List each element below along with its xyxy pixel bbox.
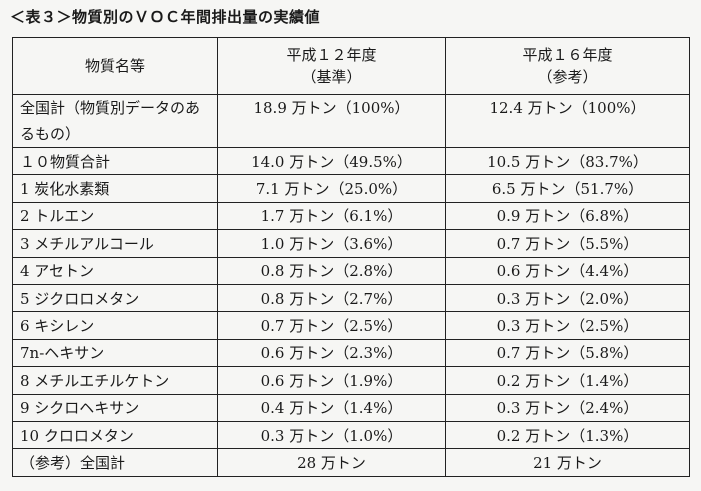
row-h16-value: 0.3 万トン（2.4%） bbox=[445, 393, 690, 422]
row-h16-value: 12.4 万トン（100%） bbox=[445, 94, 690, 148]
row-h12-value: 0.6 万トン（2.3%） bbox=[217, 338, 446, 368]
table-row: 2 トルエン 1.7 万トン（6.1%） 0.9 万トン（6.8%） bbox=[12, 201, 690, 231]
table-row: 9 シクロヘキサン 0.4 万トン（1.4%） 0.3 万トン（2.4%） bbox=[12, 393, 690, 422]
row-name: 1 炭化水素類 bbox=[12, 174, 218, 203]
row-h12-value: 28 万トン bbox=[217, 448, 446, 477]
header-h12: 平成１２年度 （基準） bbox=[217, 37, 446, 95]
header-h12-note: （基準） bbox=[301, 68, 362, 86]
row-h16-value: 21 万トン bbox=[445, 448, 690, 477]
row-h12-value: 0.4 万トン（1.4%） bbox=[217, 393, 446, 422]
table-row: 10 クロロメタン 0.3 万トン（1.0%） 0.2 万トン（1.3%） bbox=[12, 420, 690, 450]
row-name: 2 トルエン bbox=[12, 201, 218, 231]
row-h12-value: 18.9 万トン（100%） bbox=[217, 94, 446, 148]
row-h16-value: 6.5 万トン（51.7%） bbox=[445, 174, 690, 203]
row-h16-value: 0.3 万トン（2.5%） bbox=[445, 311, 690, 340]
header-h16-year: 平成１６年度 bbox=[522, 46, 613, 64]
row-h12-value: 0.8 万トン（2.8%） bbox=[217, 256, 446, 285]
table-row: 1 炭化水素類 7.1 万トン（25.0%） 6.5 万トン（51.7%） bbox=[12, 174, 690, 203]
table-row: 全国計（物質別データのあるもの） 18.9 万トン（100%） 12.4 万トン… bbox=[12, 94, 690, 148]
table-row: 4 アセトン 0.8 万トン（2.8%） 0.6 万トン（4.4%） bbox=[12, 256, 690, 285]
row-name: 5 ジクロロメタン bbox=[12, 283, 218, 313]
row-name: 6 キシレン bbox=[12, 311, 218, 340]
row-name: 全国計（物質別データのあるもの） bbox=[12, 94, 218, 148]
table-row: （参考）全国計 28 万トン 21 万トン bbox=[12, 448, 690, 477]
voc-emissions-table: 物質名等 平成１２年度 （基準） 平成１６年度 （参考） 全国計（物質別データの… bbox=[12, 37, 690, 477]
row-h16-value: 10.5 万トン（83.7%） bbox=[445, 146, 690, 176]
table-caption: ＜表３＞物質別のＶＯＣ年間排出量の実績値 bbox=[10, 8, 321, 26]
row-name: （参考）全国計 bbox=[12, 448, 218, 477]
header-row: 物質名等 平成１２年度 （基準） 平成１６年度 （参考） bbox=[12, 37, 690, 95]
table-row: 6 キシレン 0.7 万トン（2.5%） 0.3 万トン（2.5%） bbox=[12, 311, 690, 340]
row-name: 7n-ヘキサン bbox=[12, 338, 218, 368]
row-name: 4 アセトン bbox=[12, 256, 218, 285]
header-h16-note: （参考） bbox=[537, 68, 598, 86]
row-h12-value: 0.3 万トン（1.0%） bbox=[217, 420, 446, 450]
table-row: 7n-ヘキサン 0.6 万トン（2.3%） 0.7 万トン（5.8%） bbox=[12, 338, 690, 368]
row-name: 10 クロロメタン bbox=[12, 420, 218, 450]
row-h16-value: 0.2 万トン（1.4%） bbox=[445, 366, 690, 395]
row-h16-value: 0.3 万トン（2.0%） bbox=[445, 283, 690, 313]
header-h12-year: 平成１２年度 bbox=[286, 46, 377, 64]
row-name: 9 シクロヘキサン bbox=[12, 393, 218, 422]
row-h12-value: 0.6 万トン（1.9%） bbox=[217, 366, 446, 395]
table-row: 3 メチルアルコール 1.0 万トン（3.6%） 0.7 万トン（5.5%） bbox=[12, 229, 690, 258]
row-h12-value: 1.0 万トン（3.6%） bbox=[217, 229, 446, 258]
row-h12-value: 14.0 万トン（49.5%） bbox=[217, 146, 446, 176]
table-row: １０物質合計 14.0 万トン（49.5%） 10.5 万トン（83.7%） bbox=[12, 146, 690, 176]
table-row: 8 メチルエチルケトン 0.6 万トン（1.9%） 0.2 万トン（1.4%） bbox=[12, 366, 690, 395]
header-substance-label: 物質名等 bbox=[84, 57, 145, 75]
row-h16-value: 0.6 万トン（4.4%） bbox=[445, 256, 690, 285]
row-h12-value: 7.1 万トン（25.0%） bbox=[217, 174, 446, 203]
header-h16: 平成１６年度 （参考） bbox=[445, 37, 690, 95]
row-h12-value: 0.7 万トン（2.5%） bbox=[217, 311, 446, 340]
row-h16-value: 0.7 万トン（5.8%） bbox=[445, 338, 690, 368]
row-name: 3 メチルアルコール bbox=[12, 229, 218, 258]
row-h16-value: 0.7 万トン（5.5%） bbox=[445, 229, 690, 258]
table-row: 5 ジクロロメタン 0.8 万トン（2.7%） 0.3 万トン（2.0%） bbox=[12, 283, 690, 313]
row-h16-value: 0.2 万トン（1.3%） bbox=[445, 420, 690, 450]
row-h12-value: 0.8 万トン（2.7%） bbox=[217, 283, 446, 313]
row-name: 8 メチルエチルケトン bbox=[12, 366, 218, 395]
header-substance: 物質名等 bbox=[12, 37, 218, 95]
row-h16-value: 0.9 万トン（6.8%） bbox=[445, 201, 690, 231]
row-name: １０物質合計 bbox=[12, 146, 218, 176]
row-h12-value: 1.7 万トン（6.1%） bbox=[217, 201, 446, 231]
